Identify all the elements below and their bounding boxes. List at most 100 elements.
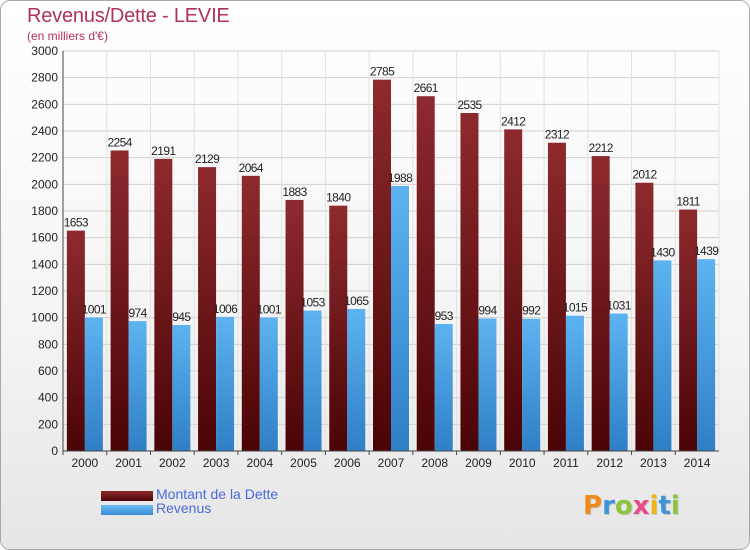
- debt-bar: [285, 199, 304, 451]
- debt-bar: [635, 182, 654, 451]
- debt-value-label: 1840: [326, 191, 351, 205]
- y-tick-label: 1800: [31, 204, 58, 218]
- revenue-bar: [522, 318, 541, 451]
- debt-bar: [504, 129, 523, 451]
- y-tick-label: 800: [38, 337, 58, 351]
- y-tick-label: 2200: [31, 151, 58, 165]
- revenue-bar: [434, 323, 453, 451]
- debt-value-label: 2254: [107, 135, 132, 149]
- debt-bar: [460, 113, 479, 451]
- debt-bar: [66, 230, 85, 451]
- debt-value-label: 2661: [414, 81, 439, 95]
- x-tick-label: 2013: [640, 456, 667, 470]
- debt-value-label: 2191: [151, 144, 176, 158]
- revenue-bar: [653, 260, 672, 451]
- y-tick-label: 3000: [31, 44, 58, 58]
- revenue-value-label: 1031: [607, 299, 632, 313]
- revenue-value-label: 1988: [388, 171, 413, 185]
- debt-bar: [241, 175, 260, 452]
- bars: [66, 79, 716, 452]
- revenue-value-label: 994: [478, 303, 497, 317]
- x-tick-label: 2000: [72, 456, 99, 470]
- data-labels: 1653 1001 2254 974 2191 945 2129 1006 2064 1001 18…: [64, 65, 720, 324]
- debt-value-label: 2212: [589, 141, 614, 155]
- legend-label-revenue: Revenus: [156, 500, 212, 516]
- debt-value-label: 2412: [501, 114, 526, 128]
- debt-value-label: 2012: [632, 168, 657, 182]
- debt-bar: [373, 79, 391, 452]
- y-tick-label: 1000: [31, 311, 58, 325]
- revenue-bar: [609, 313, 628, 451]
- chart-title: Revenus/Dette - LEVIE: [27, 5, 230, 27]
- debt-swatch: [101, 491, 153, 501]
- revenue-value-label: 1015: [563, 301, 588, 315]
- y-tick-label: 2400: [31, 124, 58, 138]
- debt-value-label: 2064: [239, 161, 264, 175]
- y-tick-label: 0: [51, 444, 58, 458]
- revenue-bar: [347, 309, 366, 451]
- y-tick-label: 1200: [31, 284, 58, 298]
- debt-bar: [329, 205, 348, 451]
- chart-subtitle: (en milliers d'€): [27, 29, 108, 43]
- debt-value-label: 1883: [282, 185, 307, 199]
- debt-value-label: 2129: [195, 152, 220, 166]
- debt-bar: [547, 142, 566, 451]
- revenue-value-label: 945: [172, 310, 191, 324]
- x-tick-label: 2010: [509, 456, 536, 470]
- x-tick-label: 2005: [290, 456, 317, 470]
- x-tick-label: 2002: [159, 456, 186, 470]
- revenue-value-label: 1053: [300, 296, 325, 310]
- revenue-bar: [84, 317, 103, 451]
- debt-bar: [679, 209, 698, 451]
- legend-label-debt: Montant de la Dette: [156, 486, 279, 502]
- revenue-bar: [565, 315, 584, 451]
- debt-bar: [110, 150, 129, 451]
- revenue-bar: [259, 317, 278, 451]
- debt-value-label: 1811: [676, 195, 700, 209]
- y-tick-label: 400: [38, 391, 58, 405]
- y-tick-label: 200: [38, 417, 58, 431]
- debt-bar: [198, 167, 217, 451]
- revenue-bar: [391, 185, 409, 451]
- debt-value-label: 1653: [64, 216, 89, 230]
- x-tick-label: 2011: [553, 456, 579, 470]
- revenue-value-label: 1001: [257, 303, 282, 317]
- revenue-bar: [216, 316, 235, 451]
- x-tick-label: 2012: [596, 456, 623, 470]
- revenue-value-label: 1001: [82, 303, 107, 317]
- revenue-value-label: 974: [128, 306, 147, 320]
- revenue-value-label: 953: [435, 309, 454, 323]
- revenue-value-label: 1430: [650, 245, 675, 259]
- y-tick-label: 2600: [31, 97, 58, 111]
- revenue-value-label: 1065: [344, 294, 369, 308]
- revenue-value-label: 1006: [213, 302, 238, 316]
- x-tick-label: 2008: [421, 456, 448, 470]
- x-tick-label: 2006: [334, 456, 361, 470]
- debt-bar: [591, 156, 610, 452]
- debt-bar: [416, 96, 435, 451]
- revenue-bar: [697, 259, 716, 451]
- y-tick-label: 1400: [31, 257, 58, 271]
- y-tick-label: 1600: [31, 231, 58, 245]
- x-tick-label: 2003: [203, 456, 230, 470]
- debt-bar: [154, 158, 173, 451]
- y-tick-label: 2800: [31, 71, 58, 85]
- revenue-bar: [303, 310, 322, 451]
- debt-value-label: 2312: [545, 128, 570, 142]
- x-tick-label: 2009: [465, 456, 492, 470]
- revenue-bar: [128, 321, 147, 451]
- axes: 0 200 400 600 800 1000 1200 1400 1600 1800 2000 220…: [31, 44, 719, 470]
- revenue-bar: [172, 325, 191, 451]
- proxiti-logo: Proxiti: [583, 491, 680, 521]
- y-tick-label: 600: [38, 364, 58, 378]
- revenue-value-label: 1439: [694, 244, 719, 258]
- debt-value-label: 2785: [370, 65, 395, 79]
- revenue-bar: [478, 318, 497, 451]
- debt-value-label: 2535: [457, 98, 482, 112]
- revenue-swatch: [101, 505, 153, 515]
- x-tick-label: 2014: [684, 456, 711, 470]
- revenue-value-label: 992: [522, 304, 541, 318]
- y-tick-label: 2000: [31, 177, 58, 191]
